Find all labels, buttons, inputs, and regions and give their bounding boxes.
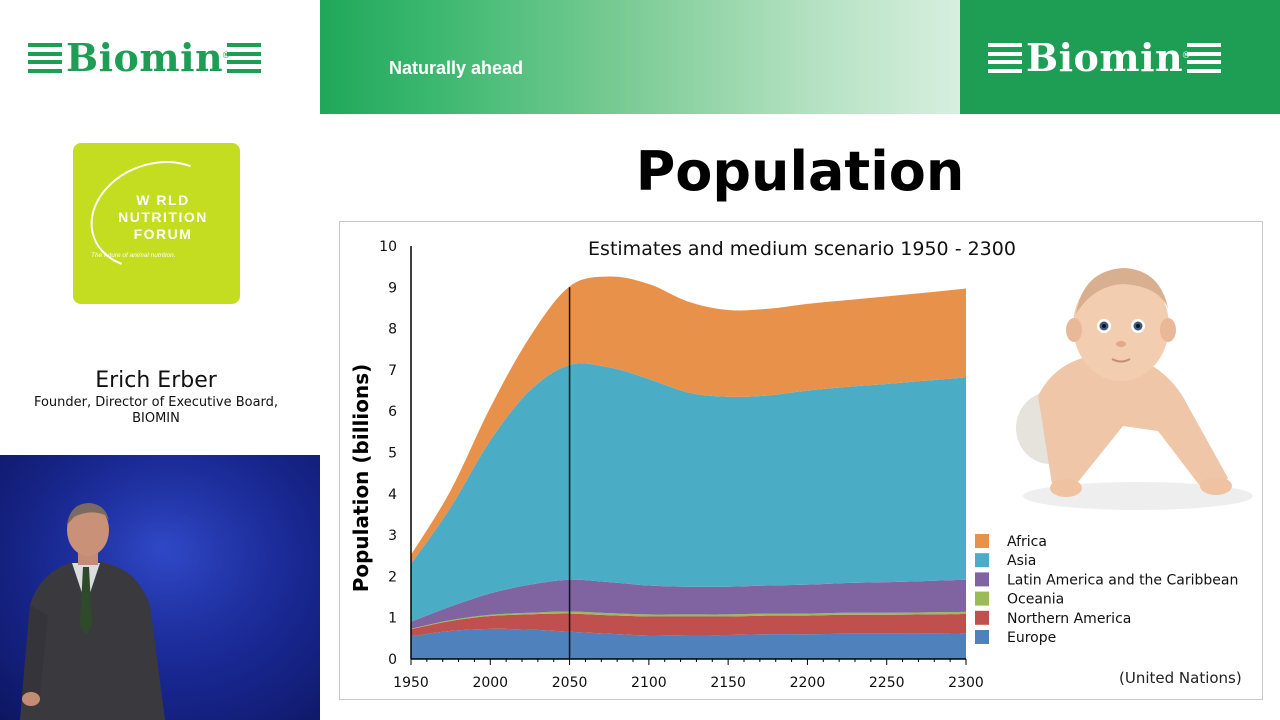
legend-label: Europe xyxy=(1007,630,1056,646)
legend-swatch xyxy=(975,610,989,625)
legend-swatch xyxy=(975,630,989,644)
brand-wordmark: Biomin ® xyxy=(66,35,232,80)
source-note: (United Nations) xyxy=(1119,669,1242,687)
x-tick-label: 2300 xyxy=(948,675,984,691)
y-tick-label: 1 xyxy=(388,611,397,627)
area-asia xyxy=(411,363,966,622)
speaker-org-line: BIOMIN xyxy=(132,411,180,426)
y-tick-label: 8 xyxy=(388,322,397,338)
logo-stripes-icon xyxy=(227,43,262,73)
y-tick-label: 3 xyxy=(388,528,397,544)
area-oceania xyxy=(411,611,966,630)
y-tick-label: 7 xyxy=(388,363,397,379)
y-tick-label: 9 xyxy=(388,280,397,296)
tagline: Naturally ahead xyxy=(389,58,524,78)
y-tick-label: 4 xyxy=(388,487,397,503)
legend-label: Asia xyxy=(1007,553,1036,569)
chart-canvas: Estimates and medium scenario 1950 - 230… xyxy=(349,238,1238,691)
speaker-title: Founder, Director of Executive Board, BI… xyxy=(0,395,312,427)
speaker-figure xyxy=(0,455,320,720)
logo-stripes-icon xyxy=(1187,43,1222,73)
legend-swatch xyxy=(975,591,989,606)
y-tick-label: 0 xyxy=(388,652,397,668)
population-chart: Estimates and medium scenario 1950 - 230… xyxy=(339,221,1263,700)
speaker-name: Erich Erber xyxy=(95,368,217,393)
area-europe xyxy=(411,628,966,659)
area-northern-america xyxy=(411,613,966,637)
x-tick-label: 2200 xyxy=(790,675,826,691)
logo-stripes-icon xyxy=(28,43,62,73)
header-left-panel: Biomin ® xyxy=(0,0,320,114)
slide-title: Population xyxy=(635,140,965,203)
header-right-panel xyxy=(960,0,1280,114)
speaker-video-feed[interactable] xyxy=(0,455,320,720)
biomin-logo-right[interactable]: Biomin ® xyxy=(988,35,1222,80)
x-tick-label: 2050 xyxy=(552,675,588,691)
legend-label: Northern America xyxy=(1007,611,1131,627)
header-banner xyxy=(320,0,960,114)
x-tick-label: 2150 xyxy=(710,675,746,691)
x-tick-label: 2250 xyxy=(869,675,905,691)
legend-label: Africa xyxy=(1007,534,1047,550)
legend-swatch xyxy=(975,534,989,548)
area-latin-america-and-the-caribbean xyxy=(411,579,966,629)
y-tick-label: 10 xyxy=(379,239,397,255)
x-tick-label: 1950 xyxy=(393,675,429,691)
x-tick-label: 2100 xyxy=(631,675,667,691)
y-tick-label: 2 xyxy=(388,569,397,585)
event-logo-subtitle: The future of animal nutrition. xyxy=(91,252,176,259)
x-tick-label: 2000 xyxy=(472,675,508,691)
y-tick-label: 6 xyxy=(388,404,397,420)
speaker-role-line: Founder, Director of Executive Board, xyxy=(33,395,279,410)
baby-photo xyxy=(1016,268,1253,510)
legend-swatch xyxy=(975,553,989,568)
legend-label: Latin America and the Caribbean xyxy=(1007,572,1238,588)
event-logo-text: W RLD NUTRITION FORUM xyxy=(118,192,208,242)
chart-title: Estimates and medium scenario 1950 - 230… xyxy=(588,238,1016,260)
y-tick-label: 5 xyxy=(388,446,397,462)
brand-wordmark: Biomin ® xyxy=(1026,35,1192,80)
logo-stripes-icon xyxy=(988,43,1022,73)
y-axis-label: Population (billions) xyxy=(349,364,373,593)
biomin-logo-left[interactable]: Biomin ® xyxy=(28,35,262,80)
legend-label: Oceania xyxy=(1007,592,1064,608)
world-nutrition-forum-logo: W RLD NUTRITION FORUM The future of anim… xyxy=(73,143,240,304)
legend-swatch xyxy=(975,572,989,587)
area-africa xyxy=(411,276,966,565)
